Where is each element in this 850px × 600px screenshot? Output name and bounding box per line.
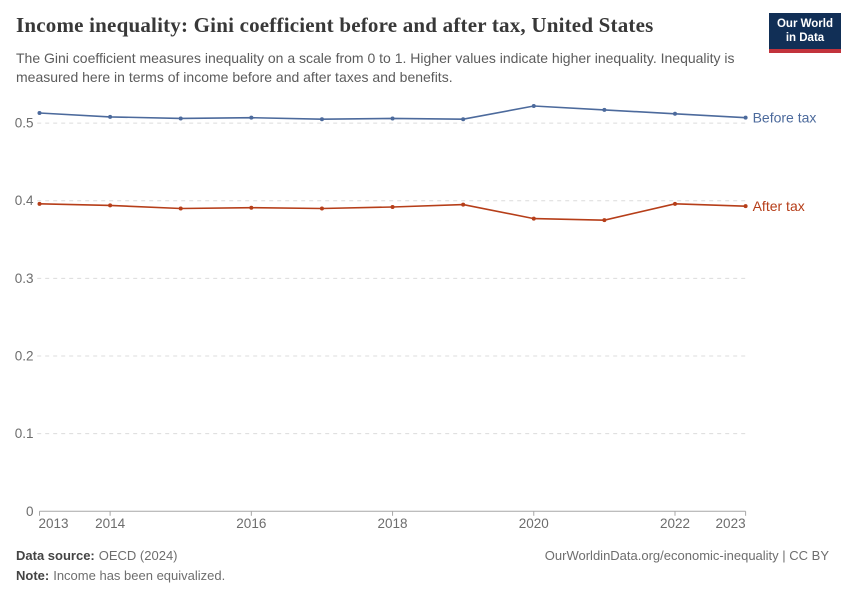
y-axis-label: 0.3 xyxy=(15,271,34,286)
data-point xyxy=(531,104,536,109)
data-point xyxy=(672,111,677,116)
data-point xyxy=(743,115,748,120)
data-point xyxy=(461,117,466,122)
chart-title: Income inequality: Gini coefficient befo… xyxy=(16,13,654,37)
note-label: Note: xyxy=(16,568,50,583)
gini-line-chart: 0 0.1 0.2 0.3 0.4 0.5 2013 2014 2016 2018 2020 2022… xyxy=(15,104,817,531)
x-axis-label: 2023 xyxy=(716,516,746,531)
y-axis-label: 0.1 xyxy=(15,426,34,441)
owid-logo: Our World in Data xyxy=(769,13,841,53)
note-value: Income has been equivalized. xyxy=(53,568,226,583)
data-source-line: Data source: OECD (2024) xyxy=(16,548,178,564)
y-axis-label: 0.5 xyxy=(15,116,34,131)
x-axis-label: 2016 xyxy=(236,516,266,531)
footer-citation-link: OurWorldinData.org/economic-inequality |… xyxy=(544,548,829,563)
data-point xyxy=(319,117,324,122)
data-point xyxy=(108,114,113,119)
data-source-value: OECD (2024) xyxy=(98,548,178,563)
chart-subtitle: The Gini coefficient measures inequality… xyxy=(16,50,735,85)
data-point xyxy=(602,107,607,112)
owid-logo-line1: Our World xyxy=(776,18,833,30)
owid-logo-line2: in Data xyxy=(785,31,825,44)
y-axis-label: 0.2 xyxy=(15,349,34,364)
series-label-before-tax: Before tax xyxy=(753,109,817,125)
data-point xyxy=(390,116,395,121)
data-point xyxy=(531,216,536,221)
series-label-after-tax: After tax xyxy=(753,198,805,214)
data-point xyxy=(672,201,677,206)
x-axis-label: 2014 xyxy=(95,516,126,531)
data-point xyxy=(602,218,607,223)
data-point xyxy=(37,111,42,116)
chart-footer: Data source: OECD (2024) OurWorldinData.o… xyxy=(16,548,829,584)
data-point xyxy=(108,203,113,208)
x-axis-label: 2020 xyxy=(519,516,549,531)
note-line: Note: Income has been equivalized. xyxy=(16,568,829,584)
data-point xyxy=(37,201,42,206)
data-source-label: Data source: xyxy=(16,548,95,563)
data-point xyxy=(319,206,324,211)
data-point xyxy=(249,205,254,210)
data-point xyxy=(390,204,395,209)
data-point xyxy=(743,204,748,209)
data-point xyxy=(249,115,254,120)
x-axis-label: 2022 xyxy=(660,516,690,531)
data-point xyxy=(461,202,466,207)
x-axis-label: 2018 xyxy=(378,516,408,531)
y-axis-label: 0 xyxy=(26,504,34,519)
data-point xyxy=(178,116,183,121)
y-axis-label: 0.4 xyxy=(15,193,34,208)
data-point xyxy=(178,206,183,211)
x-axis-label: 2013 xyxy=(39,516,69,531)
